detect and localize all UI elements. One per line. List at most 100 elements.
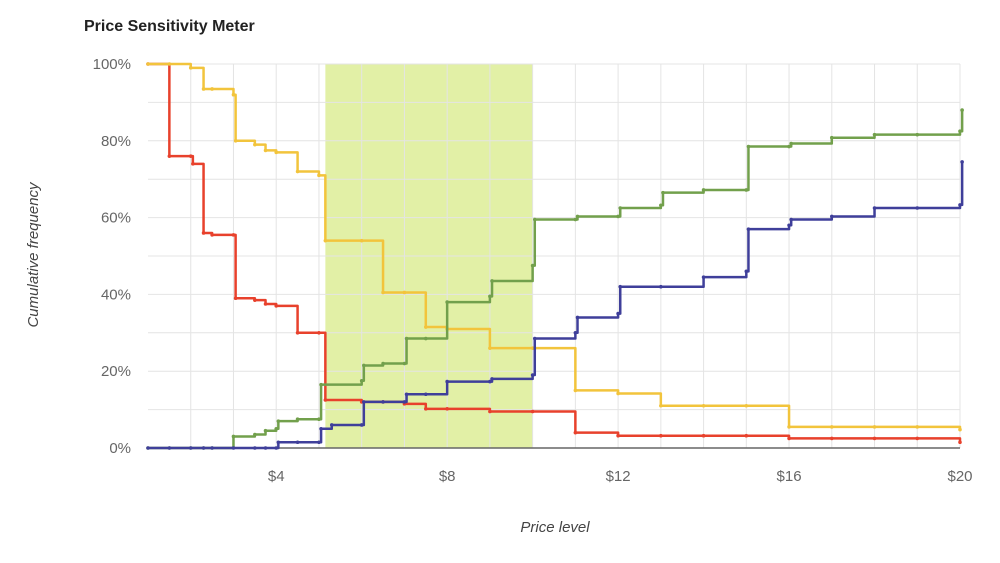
- series-4-point: [488, 379, 492, 384]
- series-2-point: [323, 238, 328, 243]
- series-1-point: [958, 440, 962, 445]
- series-4-point: [295, 440, 300, 445]
- series-1-point: [233, 296, 238, 301]
- series-4-point: [167, 446, 172, 450]
- series-4-point: [319, 427, 323, 431]
- series-2-point: [573, 388, 578, 393]
- x-tick-label: $16: [777, 468, 802, 485]
- grid-layer: [148, 63, 961, 448]
- series-1-point: [445, 407, 449, 411]
- series-2-point: [233, 139, 238, 143]
- series-2-point: [146, 62, 150, 66]
- series-1-point: [167, 154, 172, 158]
- series-1-point: [829, 436, 834, 441]
- series-4-point: [573, 331, 578, 335]
- series-4-point: [423, 392, 428, 397]
- series-2-point: [787, 425, 791, 429]
- series-1-point: [295, 331, 300, 335]
- series-3-point: [488, 294, 492, 299]
- series-3-point: [958, 129, 962, 133]
- series-4-point: [445, 379, 449, 384]
- series-3-point: [575, 214, 580, 219]
- series-2-point: [201, 87, 206, 91]
- series-4-point: [746, 227, 751, 231]
- series-1-point: [744, 433, 749, 438]
- series-4-point: [958, 203, 962, 207]
- series-4-point: [530, 373, 535, 377]
- series-2-point: [381, 290, 385, 295]
- series-2-point: [915, 425, 920, 429]
- series-3-point: [381, 361, 385, 366]
- series-3-point: [659, 203, 663, 208]
- series-4-point: [263, 446, 268, 450]
- series-4-point: [201, 446, 206, 450]
- y-tick-label: 40%: [101, 286, 131, 303]
- series-3-point: [295, 417, 300, 422]
- series-3-point: [404, 336, 409, 341]
- series-2-point: [744, 403, 749, 408]
- series-1-point: [274, 304, 279, 308]
- series-3-point: [263, 428, 268, 433]
- series-1-point: [659, 433, 663, 438]
- series-2-point: [317, 173, 321, 178]
- series-4-point: [253, 446, 257, 450]
- series-4-point: [787, 223, 791, 228]
- series-1-point: [787, 436, 791, 441]
- series-3-point: [915, 132, 920, 137]
- series-3-point: [872, 132, 877, 137]
- y-tick-label: 60%: [101, 210, 131, 227]
- series-4-point: [532, 336, 537, 341]
- series-1-point: [210, 233, 214, 237]
- series-4-point: [872, 206, 877, 210]
- series-1-point: [201, 231, 206, 235]
- series-3-point: [744, 188, 749, 192]
- series-1-point: [188, 154, 193, 158]
- series-4-point: [915, 206, 920, 210]
- series-1-point: [253, 298, 257, 302]
- x-axis-title: Price level: [520, 519, 590, 536]
- series-2-point: [210, 87, 214, 91]
- series-4-point: [829, 214, 834, 219]
- series-3-point: [231, 434, 236, 439]
- series-4-point: [701, 275, 706, 279]
- series-3-point: [789, 141, 793, 146]
- series-1-point: [573, 430, 578, 435]
- series-3-point: [490, 279, 494, 283]
- series-1-point: [317, 331, 321, 335]
- series-3-point: [829, 135, 834, 140]
- series-1-point: [530, 409, 535, 414]
- series-3-point: [359, 379, 364, 383]
- series-line-2: [148, 62, 962, 430]
- series-3-point: [746, 144, 751, 149]
- series-2-point: [402, 290, 407, 295]
- series-4-point: [744, 269, 749, 274]
- y-tick-label: 100%: [93, 56, 131, 73]
- series-2-point: [701, 403, 706, 408]
- series-2-point: [274, 150, 279, 155]
- series-3-point: [317, 417, 321, 422]
- x-tick-label: $4: [268, 468, 285, 485]
- series-4-point: [575, 315, 580, 320]
- series-3-point: [532, 217, 537, 222]
- series-4-point: [404, 392, 409, 397]
- series-2-point: [958, 427, 962, 432]
- series-4-point: [659, 284, 663, 289]
- series-2-point: [253, 142, 257, 147]
- series-4-point: [231, 446, 236, 450]
- series-1-point: [616, 433, 620, 438]
- series-4-point: [274, 446, 279, 450]
- y-axis-title: Cumulative frequency: [25, 181, 42, 328]
- series-4-point: [276, 440, 281, 445]
- series-1-point: [701, 433, 706, 438]
- series-4-point: [402, 400, 407, 404]
- series-3-point: [276, 419, 281, 423]
- series-3-point: [402, 361, 407, 366]
- series-2-point: [231, 92, 236, 97]
- series-1-point: [263, 302, 268, 306]
- series-3-point: [618, 206, 623, 210]
- series-4-point: [359, 423, 364, 427]
- series-3-point: [274, 427, 279, 431]
- series-1-point: [488, 409, 492, 414]
- series-2-point: [829, 425, 834, 429]
- series-3-point: [701, 188, 706, 192]
